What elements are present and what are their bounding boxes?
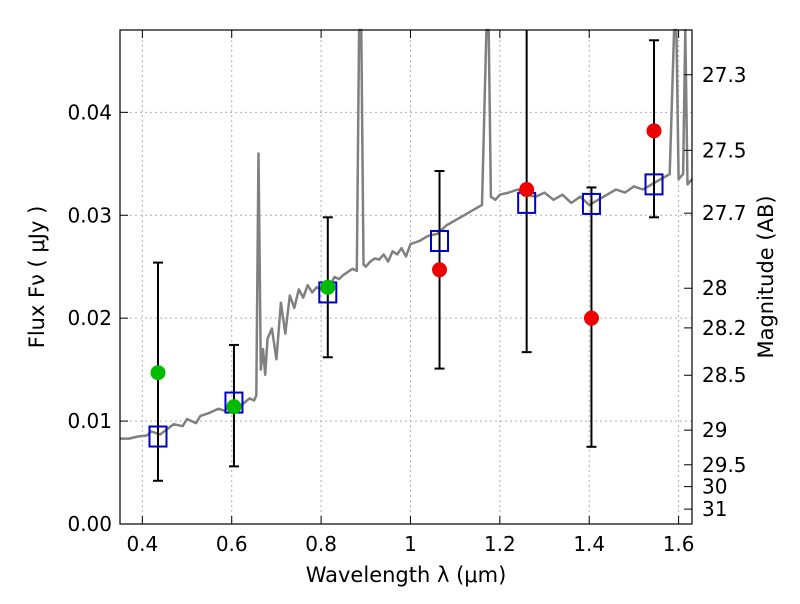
x-tick-label: 0.6 <box>216 532 248 556</box>
spectrum-line <box>120 28 693 440</box>
data-point <box>226 399 242 415</box>
model-marker <box>644 173 664 196</box>
y-tick-label: 0.04 <box>67 100 112 124</box>
x-tick-label: 1.2 <box>484 532 516 556</box>
x-axis-label: Wavelength λ (μm) <box>306 563 507 587</box>
x-tick-label: 1 <box>404 532 417 556</box>
data-point <box>519 182 535 198</box>
y2-tick-label: 27.3 <box>702 63 747 87</box>
data-point <box>583 310 599 326</box>
x-tick-label: 1.6 <box>663 532 695 556</box>
y2-tick-label: 28.2 <box>702 316 747 340</box>
y2-axis-label: Magnitude (AB) <box>754 195 778 358</box>
x-tick-label: 1.4 <box>573 532 605 556</box>
y2-tick-label: 30 <box>702 475 727 499</box>
data-point <box>646 123 662 139</box>
y2-tick-label: 28.5 <box>702 363 747 387</box>
model-marker <box>430 229 450 252</box>
x-tick-label: 0.4 <box>126 532 158 556</box>
model-marker <box>148 425 168 448</box>
axis-ticks: 0.4 0.6 0.8 1 1.2 1.4 1.6 0.00 0.01 0.02 0.03 0.04 2… <box>67 30 747 556</box>
y-tick-label: 0.03 <box>67 203 112 227</box>
y2-tick-label: 31 <box>702 497 727 521</box>
y-tick-label: 0.02 <box>67 306 112 330</box>
y2-tick-label: 29 <box>702 418 727 442</box>
x-tick-label: 0.8 <box>305 532 337 556</box>
y2-tick-label: 29.5 <box>702 453 747 477</box>
data-point <box>150 365 166 381</box>
data-point <box>432 262 448 278</box>
grid <box>120 30 692 525</box>
plot-frame <box>119 29 693 525</box>
y-axis-label: Flux Fν ( μJy ) <box>25 206 49 349</box>
model-marker <box>581 192 601 215</box>
spectrum-layer <box>120 28 693 440</box>
y2-tick-label: 27.5 <box>702 138 747 162</box>
y-tick-label: 0.01 <box>67 409 112 433</box>
y2-tick-label: 28 <box>702 276 727 300</box>
data-point-layer <box>150 123 662 415</box>
y2-tick-label: 27.7 <box>702 201 747 225</box>
y-tick-label: 0.00 <box>67 512 112 536</box>
data-point <box>320 279 336 295</box>
